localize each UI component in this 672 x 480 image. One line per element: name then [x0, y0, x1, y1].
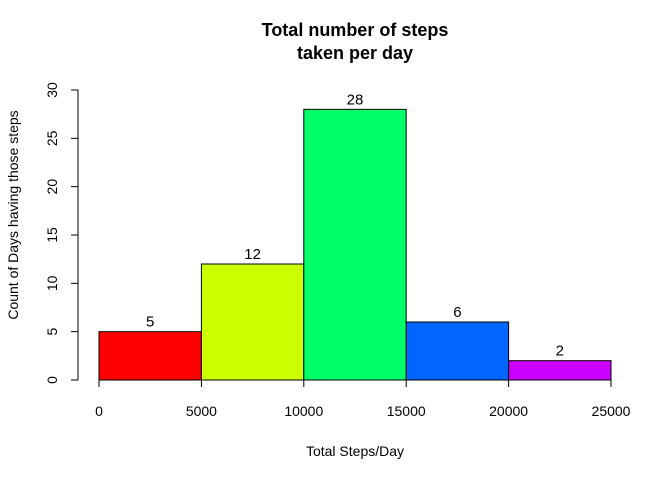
x-tick-label-4: 20000 — [489, 403, 528, 419]
y-axis: 0 5 10 15 20 25 30 — [44, 82, 79, 384]
x-tick-label-5: 25000 — [592, 403, 631, 419]
bar-label-2: 28 — [347, 91, 364, 108]
y-axis-label: Count of Days having those steps — [5, 110, 21, 319]
y-tick-label-6: 30 — [44, 82, 60, 98]
data-labels-group: 5 12 28 6 2 — [146, 91, 564, 359]
x-axis-label: Total Steps/Day — [306, 443, 404, 459]
x-tick-label-0: 0 — [95, 403, 103, 419]
x-tick-label-1: 5000 — [186, 403, 217, 419]
bar-2 — [303, 108, 407, 381]
chart-title: Total number of steps taken per day — [262, 20, 449, 63]
y-tick-label-2: 10 — [44, 275, 60, 291]
y-tick-label-0: 0 — [44, 376, 60, 384]
bar-3 — [405, 321, 510, 381]
chart-title-line-1: Total number of steps — [262, 20, 449, 40]
x-axis: 0 5000 10000 15000 20000 25000 — [95, 379, 631, 419]
bar-label-3: 6 — [453, 304, 461, 321]
bar-label-0: 5 — [146, 314, 154, 331]
y-tick-label-1: 5 — [44, 328, 60, 336]
bars-group — [98, 108, 612, 381]
x-tick-label-3: 15000 — [387, 403, 426, 419]
y-tick-label-5: 25 — [44, 130, 60, 146]
bar-label-1: 12 — [244, 246, 261, 263]
x-tick-label-2: 10000 — [284, 403, 323, 419]
bar-4 — [508, 360, 612, 381]
y-tick-label-4: 20 — [44, 179, 60, 195]
chart-title-line-2: taken per day — [297, 43, 413, 63]
y-tick-label-3: 15 — [44, 227, 60, 243]
bar-1 — [200, 263, 305, 381]
bar-label-4: 2 — [556, 343, 564, 360]
bar-0 — [98, 331, 202, 381]
